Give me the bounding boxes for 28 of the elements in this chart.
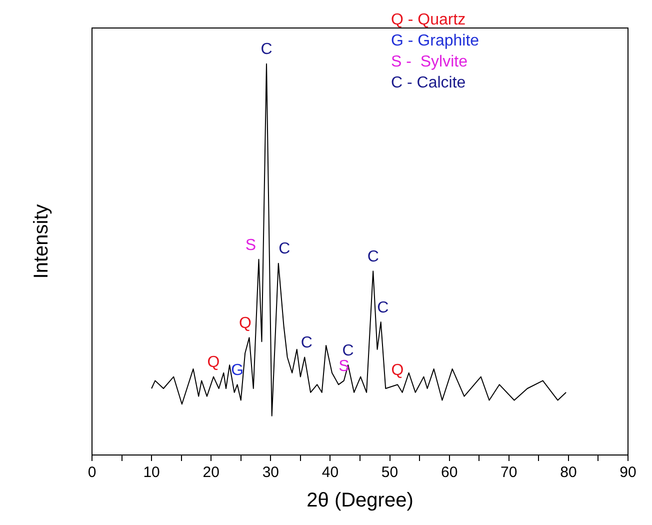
y-axis-title: Intensity <box>30 204 53 279</box>
x-tick-label: 50 <box>381 464 398 482</box>
annotation: Q <box>239 315 252 332</box>
annotation: C - Calcite <box>391 74 466 92</box>
text: Q - Quartz <box>391 11 466 28</box>
annotation: C <box>278 240 290 258</box>
x-tick-label: 90 <box>620 464 636 482</box>
x-tick-label: 10 <box>143 464 160 482</box>
annotation: Q <box>391 362 404 379</box>
x-tick-label: 20 <box>202 464 220 482</box>
annotation: S <box>245 236 256 254</box>
x-tick-label: 0 <box>88 464 96 482</box>
annotation: C <box>342 342 354 360</box>
annotation: S <box>338 358 350 376</box>
annotation: S - Sylvite <box>391 53 468 70</box>
x-tick-label: 70 <box>500 464 518 482</box>
annotation: C <box>300 334 312 352</box>
x-tick-label: 80 <box>560 464 577 482</box>
annotation: G <box>231 362 244 379</box>
annotation: C <box>260 41 272 58</box>
annotation: C <box>367 248 379 266</box>
annotation: C <box>377 299 389 316</box>
x-tick-label: 60 <box>440 464 458 482</box>
annotation: Q <box>207 354 220 372</box>
x-axis-title: 2θ (Degree) <box>306 490 414 512</box>
text: G - Graphite <box>391 32 480 50</box>
x-tick-label: 40 <box>322 464 339 482</box>
x-tick-label: 30 <box>262 464 280 482</box>
